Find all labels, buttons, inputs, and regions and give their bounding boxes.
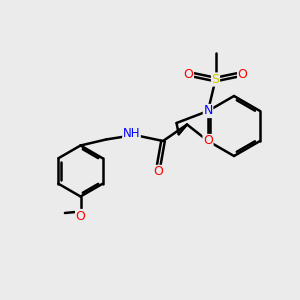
Text: O: O xyxy=(203,134,213,148)
Text: S: S xyxy=(212,73,220,86)
Text: O: O xyxy=(154,165,164,178)
Text: O: O xyxy=(238,68,248,82)
Text: O: O xyxy=(76,209,85,223)
Text: NH: NH xyxy=(123,127,140,140)
Text: O: O xyxy=(184,68,194,82)
Text: N: N xyxy=(203,104,213,118)
